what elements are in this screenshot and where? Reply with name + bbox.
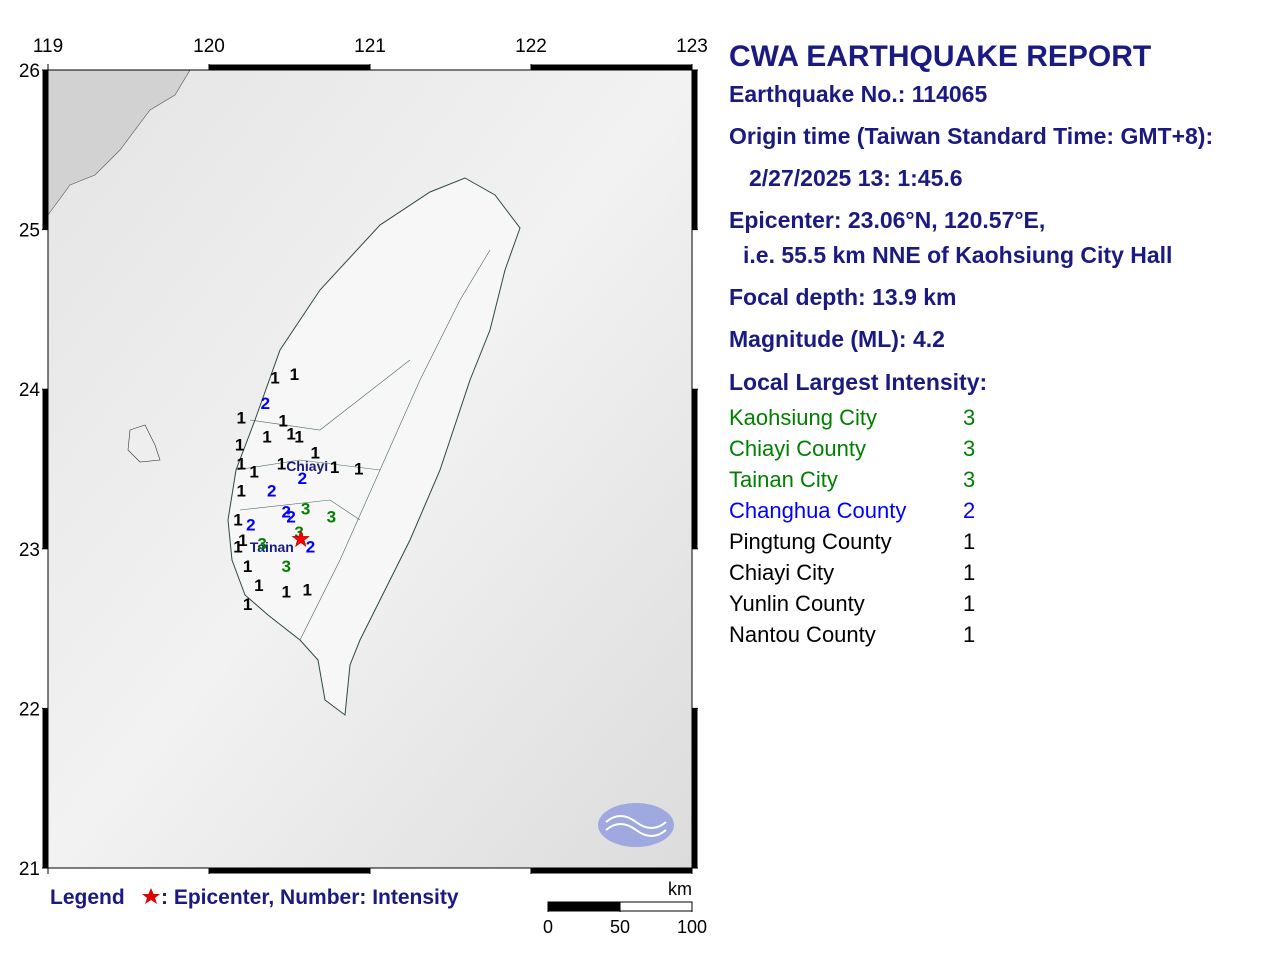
scale-tick-label: 100 [677,917,707,937]
intensity-marker: 3 [257,534,266,553]
intensity-value: 1 [963,591,975,616]
intensity-marker: 1 [236,408,245,427]
intensity-marker: 1 [254,576,263,595]
y-tick-label: 25 [19,221,40,242]
county-border [299,249,491,641]
intensity-county: Kaohsiung City [729,405,877,430]
x-tick-label: 120 [193,36,225,57]
x-tick-label: 119 [33,36,63,57]
report-line: Earthquake No.: 114065 [729,81,987,107]
report: CWA EARTHQUAKE REPORT [729,40,1151,73]
intensity-marker: 2 [306,538,315,557]
intensity-marker: 2 [246,515,255,534]
x-tick-label: 122 [515,36,547,57]
intensity-marker: 1 [294,427,303,446]
cwa-logo-wave [605,815,667,837]
legend-star [142,888,160,904]
y-tick-label: 21 [19,859,40,880]
intensity-county: Nantou County [729,622,876,647]
scale-tick-label: 50 [610,917,630,937]
intensity-county: Chiayi County [729,436,866,461]
y-tick-label: 22 [19,699,40,720]
report-line: i.e. 55.5 km NNE of Kaohsiung City Hall [743,242,1172,268]
report-line: Epicenter: 23.06°N, 120.57°E, [729,207,1045,233]
report-line: 2/27/2025 13: 1:45.6 [749,165,963,191]
scale-tick-label: 0 [543,917,553,937]
intensity-marker: 1 [236,482,245,501]
report-line: Focal depth: 13.9 km [729,284,957,310]
intensity-value: 3 [963,436,975,461]
intensity-marker: 1 [249,463,258,482]
intensity-county: Chiayi City [729,560,834,585]
y-tick-label: 24 [19,380,41,401]
intensity-marker: 2 [282,502,291,521]
intensity-marker: 1 [233,510,242,529]
scale-unit: km [668,879,692,899]
x-tick-label: 121 [354,36,386,57]
intensity-marker: 1 [330,458,339,477]
intensity-marker: 2 [267,482,276,501]
intensity-value: 1 [963,622,975,647]
scale-segment [619,901,693,912]
place-label: Chiayi [286,458,328,474]
intensity-marker: 1 [290,365,299,384]
intensity-value: 1 [963,560,975,585]
report-line: Magnitude (ML): 4.2 [729,326,945,352]
epicenter [291,529,311,548]
intensity-marker: 1 [233,538,242,557]
intensity-marker: 3 [294,523,303,542]
intensity-marker: 1 [277,455,286,474]
intensity-marker: 1 [311,443,320,462]
intensity-value: 1 [963,529,975,554]
taiwan-island [227,177,521,716]
intensity-marker: 1 [243,595,252,614]
mainland-coast [47,69,191,216]
intensity-marker: 1 [243,557,252,576]
y-tick-label: 23 [19,540,40,561]
county-border [235,359,411,521]
intensity-county: Tainan City [729,467,838,492]
intensity-county: Changhua County [729,498,906,523]
report-title: CWA EARTHQUAKE REPORT [729,40,1151,73]
y-tick-label: 26 [19,61,40,82]
intensity-marker: 1 [235,435,244,454]
report-line: Origin time (Taiwan Standard Time: GMT+8… [729,123,1213,149]
report-line: Local Largest Intensity: [729,369,987,395]
intensity-county: Pingtung County [729,529,892,554]
intensity-marker: 1 [262,427,271,446]
intensity-marker: 1 [286,424,295,443]
intensity-marker: 3 [301,499,310,518]
intensity-value: 3 [963,467,975,492]
intensity-marker: 1 [282,582,291,601]
legend-label: Legend [50,886,125,909]
intensity-marker: 1 [238,531,247,550]
intensity-value: 2 [963,498,975,523]
intensity-marker: 2 [261,394,270,413]
intensity-marker: 1 [354,459,363,478]
intensity-marker: 3 [282,557,291,576]
x-tick-label: 123 [676,36,708,57]
intensity-value: 3 [963,405,975,430]
penghu-islands [127,424,161,463]
intensity-marker: 2 [286,507,295,526]
intensity-marker: 3 [327,507,336,526]
intensity-marker: 2 [298,469,307,488]
intensity-marker: 1 [270,368,279,387]
intensity-marker: 1 [236,455,245,474]
intensity-marker: 1 [302,581,311,600]
scale-segment [547,901,621,912]
intensity-county: Yunlin County [729,591,865,616]
place-label: Tainan [250,539,294,555]
intensity-marker: 1 [278,412,287,431]
legend-text: : Epicenter, Number: Intensity [161,886,459,909]
